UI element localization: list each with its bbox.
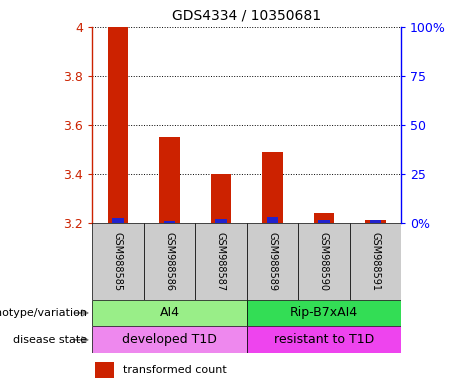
Text: GSM988585: GSM988585 — [113, 232, 123, 291]
Text: disease state: disease state — [13, 335, 88, 345]
Text: Rip-B7xAI4: Rip-B7xAI4 — [290, 306, 358, 319]
Bar — [195, 223, 247, 300]
Text: genotype/variation: genotype/variation — [0, 308, 88, 318]
Bar — [107, 27, 128, 223]
Bar — [112, 218, 124, 223]
Bar — [211, 174, 231, 223]
Bar — [164, 221, 175, 223]
Bar — [365, 220, 385, 223]
Text: GSM988589: GSM988589 — [267, 232, 278, 291]
Text: GSM988586: GSM988586 — [165, 232, 174, 291]
Bar — [318, 220, 330, 223]
Bar — [92, 326, 247, 353]
Text: GSM988590: GSM988590 — [319, 232, 329, 291]
Text: GSM988591: GSM988591 — [370, 232, 380, 291]
Bar — [144, 223, 195, 300]
Bar — [92, 223, 144, 300]
Bar — [95, 362, 114, 378]
Bar — [262, 152, 283, 223]
Bar — [267, 217, 278, 223]
Bar — [159, 137, 180, 223]
Text: transformed count: transformed count — [123, 365, 227, 375]
Title: GDS4334 / 10350681: GDS4334 / 10350681 — [172, 9, 321, 23]
Bar — [313, 213, 334, 223]
Bar — [247, 223, 298, 300]
Text: developed T1D: developed T1D — [122, 333, 217, 346]
Bar — [247, 300, 401, 326]
Bar — [215, 219, 226, 223]
Text: resistant to T1D: resistant to T1D — [274, 333, 374, 346]
Bar — [349, 223, 401, 300]
Bar — [298, 223, 349, 300]
Bar — [247, 326, 401, 353]
Text: AI4: AI4 — [160, 306, 179, 319]
Text: GSM988587: GSM988587 — [216, 232, 226, 291]
Bar — [92, 300, 247, 326]
Bar — [370, 220, 381, 223]
